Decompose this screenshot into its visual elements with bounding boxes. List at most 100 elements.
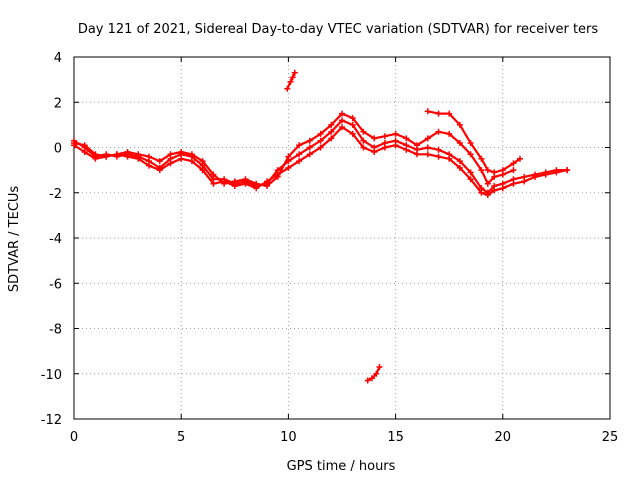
data-point [221,178,228,185]
data-point [306,144,313,151]
series-segment-high [286,71,296,90]
data-point [484,180,491,187]
data-point [92,155,99,162]
data-point [542,171,549,178]
data-point [532,173,538,180]
data-point [167,160,174,167]
data-point [478,189,485,196]
data-point [369,375,375,382]
data-point [553,169,560,176]
data-point [285,158,292,165]
series-trace-a [72,112,515,188]
data-point [253,185,260,192]
y-tick-label: -4 [49,232,62,247]
y-tick-label: -10 [41,368,62,383]
data-point [156,167,163,174]
data-point [349,115,356,122]
data-point [328,135,335,142]
data-point [291,69,298,76]
data-point [349,130,356,137]
data-point [510,180,517,187]
data-point [296,151,303,158]
y-tick-label: 0 [54,142,62,157]
data-point [328,121,335,128]
data-point [360,144,367,151]
y-tick-label: -12 [41,413,62,428]
data-point [467,151,474,158]
data-point [349,121,356,128]
data-point [296,158,303,165]
data-point [339,117,345,124]
data-point [296,142,303,149]
data-point [456,164,463,171]
x-tick-label: 10 [280,430,297,445]
data-point [339,110,345,117]
y-axis-label: SDTVAR / TECUs [7,186,22,293]
data-point [289,74,296,81]
data-point [376,364,383,370]
chart-title: Day 121 of 2021, Sidereal Day-to-day VTE… [78,22,599,37]
data-point [317,144,324,151]
series-layer [71,69,571,384]
data-point [242,180,249,187]
data-point [306,137,313,144]
data-point [285,164,292,171]
data-point [467,176,474,183]
data-point [103,153,110,160]
data-point [456,121,463,128]
data-point [81,149,88,155]
data-point [403,146,410,153]
x-axis-label: GPS time / hours [287,459,396,474]
data-point [328,128,335,135]
data-point [135,155,142,162]
data-point [371,135,378,142]
y-tick-label: -6 [49,277,62,292]
data-point [317,137,324,144]
data-point [403,135,410,142]
data-point [456,158,463,165]
data-point [156,158,163,165]
series-segment-low [366,365,381,382]
data-point [478,167,485,174]
data-point [424,151,431,158]
data-point [521,178,528,185]
data-point [381,133,388,140]
grid [74,57,610,419]
data-point [287,78,294,85]
data-point [373,370,380,377]
x-tick-label: 25 [602,430,619,445]
data-point [478,155,485,162]
data-point [510,160,517,167]
data-point [484,192,491,198]
data-point [360,128,367,135]
series-trace-b [72,119,569,194]
data-point [484,167,491,174]
data-point [360,137,367,144]
data-point [435,128,442,135]
data-point [210,180,217,187]
data-point [264,178,270,185]
data-point [446,110,453,117]
data-point [467,169,474,176]
data-point [467,140,474,146]
axis-ticks [73,56,611,420]
data-point [424,135,431,142]
data-point [491,169,498,176]
data-point [71,142,77,149]
y-tick-label: -2 [49,187,62,202]
series-trace-d [426,110,522,174]
data-point [424,108,431,115]
data-point [446,130,453,137]
x-tick-labels: 0 5 10 15 20 25 [70,430,618,445]
y-tick-label: 4 [54,51,62,66]
y-tick-label: 2 [54,96,62,111]
data-point [499,167,506,174]
data-point [424,144,431,151]
data-point [274,171,281,178]
data-point [364,377,371,384]
x-tick-label: 5 [177,430,185,445]
data-point [188,158,195,165]
data-point [517,155,523,162]
y-tick-label: -8 [49,323,62,338]
